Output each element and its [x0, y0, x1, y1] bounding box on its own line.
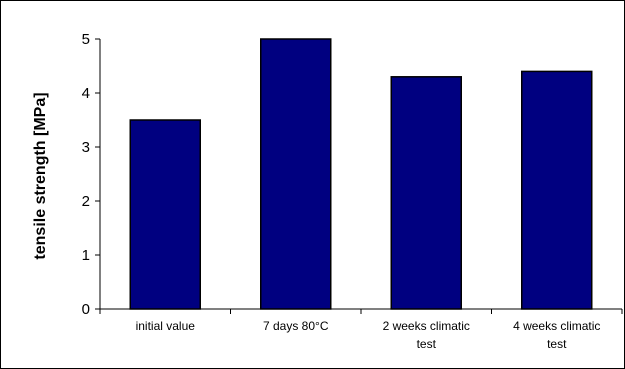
- x-tick-label: 7 days 80°C: [263, 319, 329, 333]
- y-tick-label: 5: [82, 31, 90, 48]
- y-tick-label: 0: [82, 301, 90, 318]
- bar: [521, 70, 593, 310]
- category-labels: initial value 7 days 80°C 2 weeks climatic…: [136, 319, 601, 351]
- y-tick-label: 4: [82, 85, 90, 102]
- y-axis: 0 1 2 3 4 5: [82, 31, 101, 318]
- bar: [260, 38, 332, 310]
- y-axis-label: tensile strength [MPa]: [32, 92, 49, 259]
- y-tick-label: 1: [82, 247, 90, 264]
- x-tick-label: 2 weeks climatic test: [383, 319, 470, 351]
- y-tick-label: 2: [82, 193, 90, 210]
- x-tick-label: 4 weeks climatic test: [513, 319, 600, 351]
- bar: [390, 76, 462, 310]
- bar: [129, 119, 201, 310]
- x-tick-label: initial value: [136, 319, 196, 333]
- bars: [129, 38, 593, 310]
- y-tick-label: 3: [82, 139, 90, 156]
